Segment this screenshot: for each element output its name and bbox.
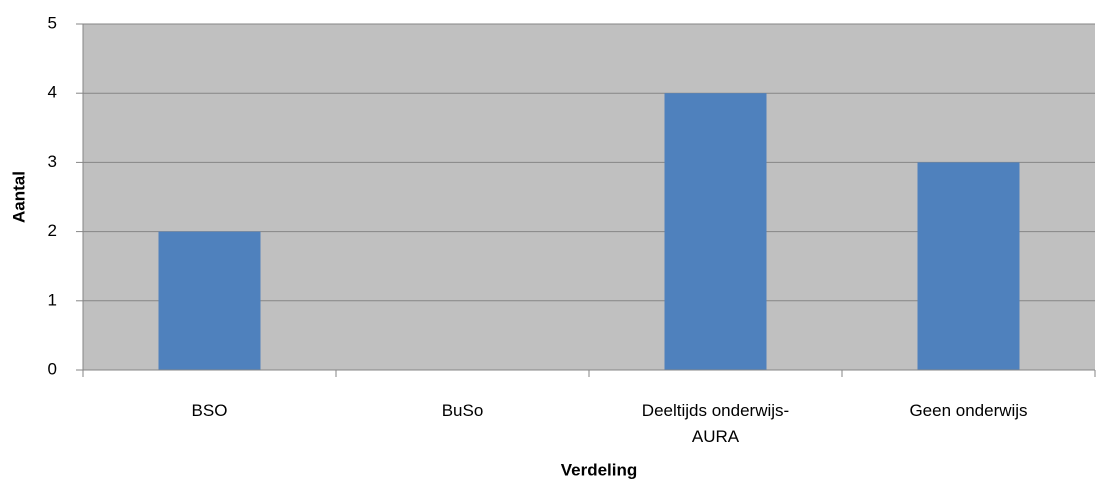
bar — [917, 162, 1020, 370]
y-tick-label: 2 — [48, 221, 57, 240]
x-tick-label: BuSo — [441, 401, 484, 420]
y-tick-label: 1 — [48, 290, 57, 309]
bar — [664, 93, 767, 370]
y-axis-label: Aantal — [9, 171, 28, 223]
y-tick-label: 3 — [48, 152, 57, 171]
x-tick-label: Deeltijds onderwijs-AURA — [641, 401, 790, 446]
y-tick-label: 5 — [48, 13, 57, 32]
bar — [158, 231, 261, 370]
x-axis-label: Verdeling — [561, 460, 638, 479]
y-tick-label: 4 — [48, 83, 57, 102]
y-tick-label: 0 — [48, 359, 57, 378]
x-tick-label: Geen onderwijs — [909, 401, 1028, 420]
x-tick-label: BSO — [191, 401, 228, 420]
